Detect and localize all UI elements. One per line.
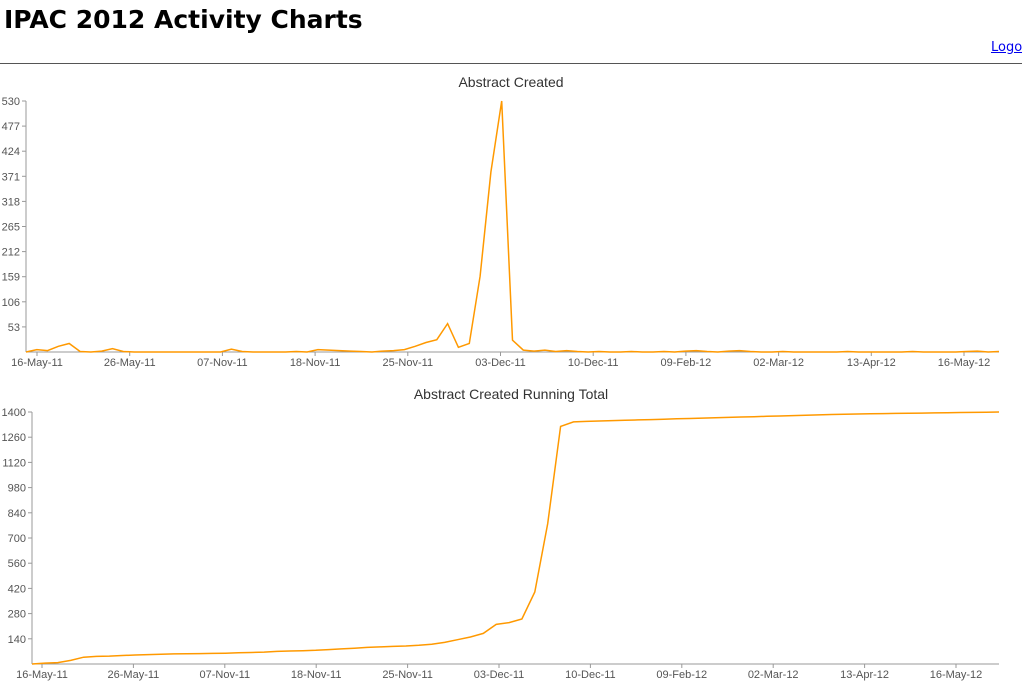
y-tick-label: 371 — [2, 171, 20, 183]
x-tick-label: 16-May-11 — [11, 357, 63, 369]
y-tick-label: 530 — [2, 96, 20, 108]
series-line — [25, 100, 1000, 353]
x-tick-label: 13-Apr-12 — [847, 357, 896, 369]
y-tick-label: 1260 — [2, 432, 26, 444]
series-line — [31, 411, 1000, 665]
x-tick-label: 25-Nov-11 — [382, 669, 433, 681]
chart-title: Abstract Created — [458, 74, 564, 90]
y-tick-label: 106 — [2, 297, 20, 309]
y-tick-label: 420 — [8, 583, 26, 595]
x-tick-label: 16-May-11 — [16, 669, 68, 681]
chart-canvas: 53 106 159 212 265 318 371 424 477 530 16-May-11 26… — [2, 96, 1000, 369]
y-tick-label: 1400 — [2, 407, 26, 419]
y-tick-label: 212 — [2, 247, 20, 259]
logout-link[interactable]: Logo — [991, 40, 1022, 55]
x-tick-label: 18-Nov-11 — [290, 357, 341, 369]
chart-canvas: 140 280 420 560 700 840 980 1120 1260 1400 16-May-… — [2, 407, 1000, 681]
x-tick-label: 03-Dec-11 — [475, 357, 526, 369]
y-tick-label: 980 — [8, 483, 26, 495]
x-tick-label: 16-May-12 — [938, 357, 991, 369]
y-tick-label: 53 — [8, 322, 20, 334]
x-tick-label: 10-Dec-11 — [565, 669, 616, 681]
y-tick-label: 1120 — [2, 457, 26, 469]
x-tick-label: 09-Feb-12 — [656, 669, 707, 681]
x-tick-label: 03-Dec-11 — [474, 669, 525, 681]
running-total-chart: Abstract Created Running Total 140 280 420… — [0, 382, 1022, 688]
y-tick-label: 424 — [2, 146, 20, 158]
page-title: IPAC 2012 Activity Charts — [4, 5, 363, 34]
x-tick-label: 26-May-11 — [108, 669, 160, 681]
y-tick-label: 265 — [2, 222, 20, 234]
x-tick-label: 13-Apr-12 — [840, 669, 889, 681]
y-tick-label: 159 — [2, 272, 20, 284]
x-tick-label: 18-Nov-11 — [291, 669, 342, 681]
y-tick-label: 318 — [2, 196, 20, 208]
y-tick-label: 477 — [2, 121, 20, 133]
x-tick-label: 02-Mar-12 — [748, 669, 799, 681]
x-tick-label: 09-Feb-12 — [661, 357, 712, 369]
x-tick-label: 07-Nov-11 — [197, 357, 248, 369]
abstract-created-chart: Abstract Created 53 106 159 212 265 318 371 424… — [0, 70, 1022, 370]
y-tick-label: 140 — [8, 634, 26, 646]
x-tick-label: 26-May-11 — [104, 357, 156, 369]
chart-title: Abstract Created Running Total — [413, 386, 609, 402]
x-tick-label: 16-May-12 — [930, 669, 983, 681]
y-tick-label: 280 — [8, 609, 26, 621]
x-tick-label: 02-Mar-12 — [753, 357, 804, 369]
header-divider — [0, 63, 1022, 64]
x-tick-label: 07-Nov-11 — [200, 669, 251, 681]
x-tick-label: 25-Nov-11 — [383, 357, 434, 369]
y-tick-label: 700 — [8, 533, 26, 545]
y-tick-label: 560 — [8, 558, 26, 570]
x-tick-label: 10-Dec-11 — [568, 357, 619, 369]
y-tick-label: 840 — [8, 508, 26, 520]
